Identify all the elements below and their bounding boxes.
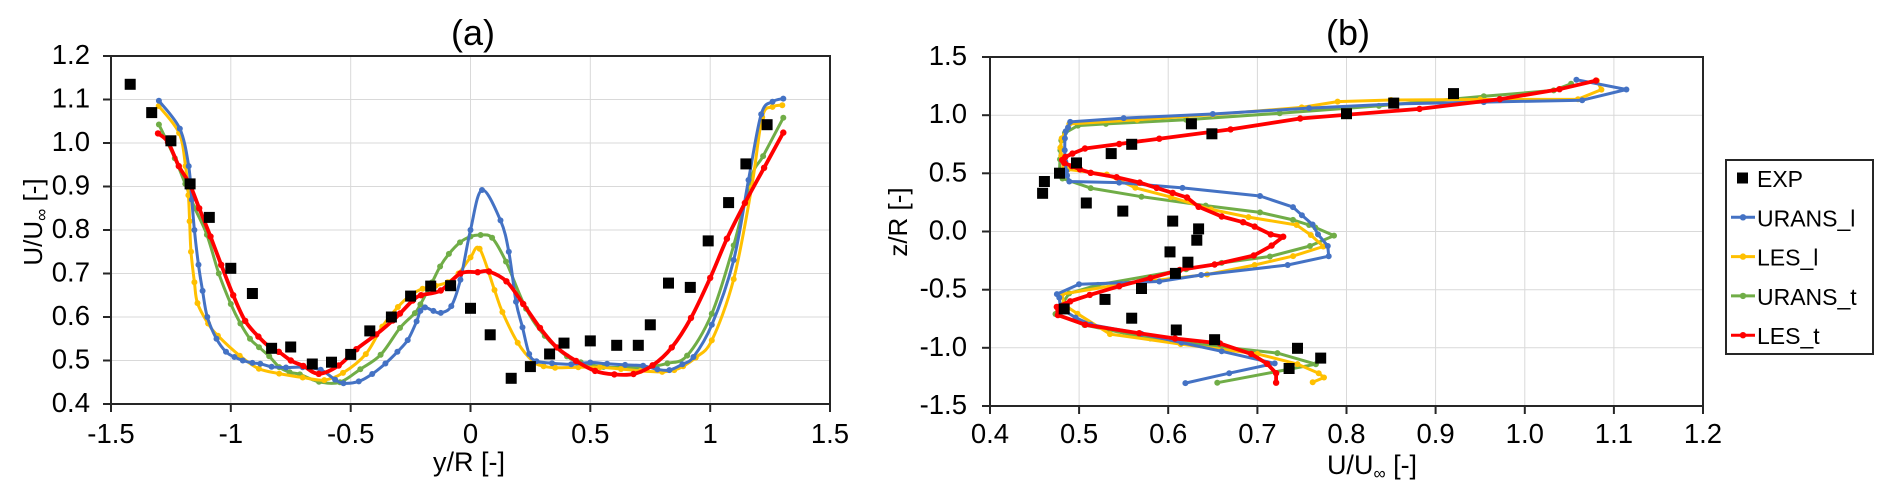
svg-text:0.5: 0.5 <box>929 156 967 187</box>
svg-text:U/U∞ [-]: U/U∞ [-] <box>1327 450 1417 483</box>
svg-text:0.5: 0.5 <box>1060 418 1098 449</box>
svg-text:0.9: 0.9 <box>52 170 90 201</box>
svg-text:URANS_l: URANS_l <box>1757 205 1855 231</box>
svg-text:y/R [-]: y/R [-] <box>433 447 505 477</box>
svg-text:-1.0: -1.0 <box>920 331 967 362</box>
svg-text:0.0: 0.0 <box>929 215 967 246</box>
svg-text:-1.5: -1.5 <box>920 389 967 420</box>
svg-text:-0.5: -0.5 <box>327 418 374 449</box>
svg-text:0.6: 0.6 <box>52 300 90 331</box>
svg-text:1.0: 1.0 <box>1506 418 1544 449</box>
svg-text:0.6: 0.6 <box>1149 418 1187 449</box>
svg-text:1.0: 1.0 <box>52 126 90 157</box>
svg-text:0.7: 0.7 <box>1238 418 1276 449</box>
svg-text:1.5: 1.5 <box>811 418 849 449</box>
svg-text:1.2: 1.2 <box>52 39 90 70</box>
svg-text:1.0: 1.0 <box>929 98 967 129</box>
svg-text:0.8: 0.8 <box>52 213 90 244</box>
svg-text:-1.5: -1.5 <box>87 418 134 449</box>
svg-text:z/R [-]: z/R [-] <box>883 187 913 256</box>
svg-text:0.5: 0.5 <box>571 418 609 449</box>
svg-text:0.4: 0.4 <box>52 387 90 418</box>
svg-text:LES_l: LES_l <box>1757 245 1818 271</box>
svg-text:0.8: 0.8 <box>1327 418 1365 449</box>
svg-text:1: 1 <box>703 418 718 449</box>
svg-text:-0.5: -0.5 <box>920 273 967 304</box>
svg-text:-1: -1 <box>219 418 243 449</box>
svg-text:1.5: 1.5 <box>929 40 967 71</box>
svg-text:URANS_t: URANS_t <box>1757 284 1857 310</box>
svg-text:LES_t: LES_t <box>1757 323 1820 349</box>
svg-text:U/U∞ [-]: U/U∞ [-] <box>18 178 51 265</box>
svg-text:1.2: 1.2 <box>1684 418 1722 449</box>
svg-text:0.9: 0.9 <box>1416 418 1454 449</box>
svg-text:0: 0 <box>463 418 478 449</box>
svg-text:(a): (a) <box>451 12 495 53</box>
svg-text:(b): (b) <box>1326 12 1370 53</box>
svg-text:0.4: 0.4 <box>971 418 1009 449</box>
svg-text:0.5: 0.5 <box>52 344 90 375</box>
svg-text:1.1: 1.1 <box>1595 418 1633 449</box>
svg-text:EXP: EXP <box>1757 166 1803 192</box>
svg-text:1.1: 1.1 <box>52 83 90 114</box>
svg-text:0.7: 0.7 <box>52 257 90 288</box>
